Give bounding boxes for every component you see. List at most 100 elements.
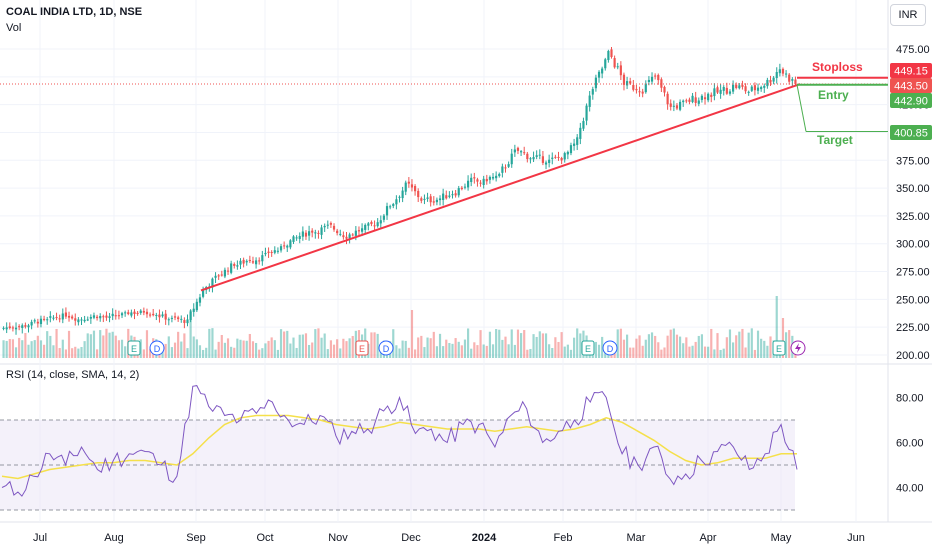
candle-body: [351, 234, 354, 236]
volume-bar: [392, 329, 395, 358]
volume-bar: [301, 334, 304, 358]
trade-levels[interactable]: [0, 76, 888, 133]
volume-bar: [750, 328, 753, 358]
candle-body: [254, 260, 258, 265]
candle-body: [142, 310, 145, 313]
candle-body: [148, 314, 152, 316]
volume-bar: [273, 340, 276, 358]
currency-button[interactable]: INR: [890, 4, 926, 26]
candle-body: [554, 156, 557, 158]
volume-bar: [407, 347, 410, 358]
volume-bar: [488, 331, 492, 358]
volume-bar: [426, 337, 429, 358]
volume-bar: [760, 338, 763, 358]
candle-body: [323, 225, 326, 228]
candle-body: [622, 74, 626, 85]
candle-body: [46, 319, 49, 321]
price-tick-label: 375.00: [896, 155, 930, 167]
volume-bar: [142, 349, 145, 358]
candle-body: [220, 274, 223, 276]
volume-bar: [239, 339, 242, 358]
candle-body: [108, 316, 111, 318]
volume-bar: [700, 334, 704, 358]
candle-body: [713, 88, 716, 97]
volume-bar: [192, 336, 195, 358]
candle-body: [526, 153, 529, 160]
candle-body: [703, 97, 707, 100]
candle-body: [597, 71, 601, 78]
candle-body: [498, 173, 501, 177]
volume-bar: [735, 335, 738, 358]
time-tick-label: Oct: [256, 532, 273, 544]
volume-bar: [49, 335, 52, 358]
candle-body: [39, 318, 43, 325]
stoploss-label: Stoploss: [812, 60, 863, 74]
candle-body: [413, 186, 417, 192]
volume-bar: [139, 339, 142, 358]
candle-body: [30, 321, 33, 326]
candle-body: [775, 72, 778, 79]
candle-body: [52, 317, 55, 319]
volume-bar: [170, 347, 174, 358]
candle-body: [95, 316, 99, 319]
candle-body: [535, 155, 538, 157]
volume-bar: [11, 339, 15, 358]
volume-bar: [80, 346, 83, 358]
candle-body: [616, 66, 619, 68]
candle-body: [18, 326, 21, 328]
volume-bar: [707, 346, 710, 358]
volume-bar: [731, 342, 735, 358]
target-price-badge-bg: [890, 125, 932, 140]
candle-body: [750, 86, 753, 91]
candle-body: [707, 93, 710, 101]
volume-bar: [526, 349, 529, 358]
volume-bar: [513, 344, 516, 358]
volume-legend[interactable]: Vol: [6, 22, 22, 34]
candle-body: [180, 318, 183, 320]
candle-body: [186, 319, 189, 324]
candle-body: [569, 145, 573, 154]
volume-bar: [217, 341, 220, 358]
candle-body: [170, 317, 174, 319]
volume-bar: [5, 340, 8, 358]
candle-body: [217, 275, 220, 277]
volume-bar: [261, 348, 264, 358]
candle-body: [111, 313, 114, 317]
candle-body: [173, 316, 177, 318]
candle-body: [164, 313, 167, 320]
price-tick-label: 475.00: [896, 44, 930, 56]
candle-body: [198, 297, 202, 303]
candle-body: [158, 314, 161, 318]
volume-bar: [242, 340, 245, 358]
candle-body: [379, 220, 382, 224]
symbol-title[interactable]: COAL INDIA LTD, 1D, NSE: [6, 6, 143, 18]
candle-body: [120, 313, 124, 316]
volume-bar: [177, 331, 180, 358]
volume-bar: [694, 341, 697, 358]
rsi-legend[interactable]: RSI (14, close, SMA, 14, 2): [6, 369, 140, 381]
candle-body: [364, 224, 367, 230]
candle-body: [24, 325, 27, 327]
candle-body: [329, 223, 333, 225]
candle-body: [64, 312, 68, 317]
volume-bar: [114, 335, 117, 358]
candle-body: [601, 68, 604, 74]
candle-body: [77, 319, 80, 323]
trendline-group[interactable]: [200, 83, 801, 292]
volume-bar: [61, 339, 64, 358]
candle-body: [8, 326, 11, 329]
volume-bar: [457, 341, 460, 358]
candle-body: [635, 88, 638, 91]
volume-bar: [728, 329, 732, 358]
volume-bar: [463, 339, 467, 358]
volume-bar: [781, 318, 785, 358]
entry-price-badge: 442.90: [894, 96, 928, 108]
volume-bar: [180, 341, 183, 358]
candle-body: [479, 182, 482, 184]
volume-bar: [342, 338, 345, 358]
volume-bar: [551, 347, 554, 358]
volume-bar: [27, 344, 30, 358]
